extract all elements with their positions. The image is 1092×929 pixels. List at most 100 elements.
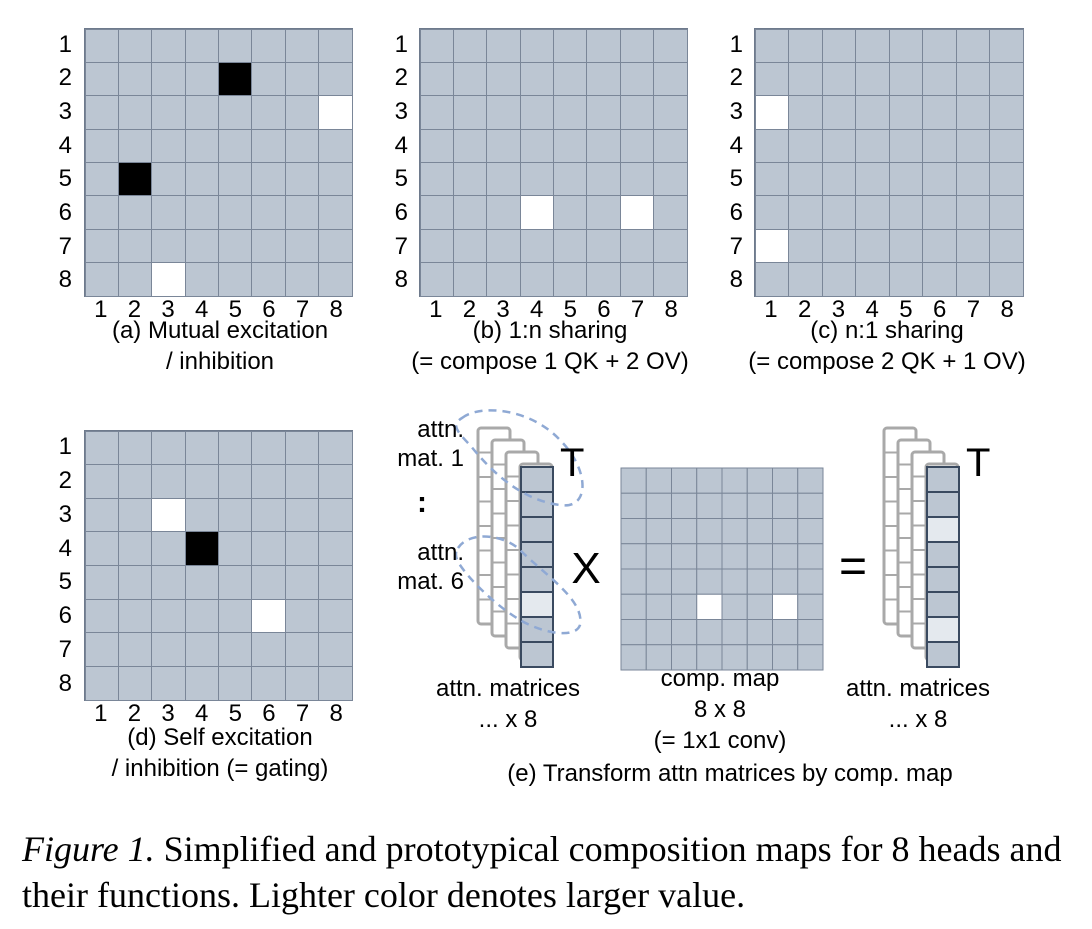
- row-label: 8: [58, 670, 72, 698]
- comp-map-cell: [620, 593, 647, 620]
- map-cell: [619, 95, 655, 130]
- col-label: 6: [262, 700, 276, 727]
- column-cell: [520, 641, 554, 668]
- col-label: 4: [195, 296, 209, 323]
- comp-map-cell: [620, 467, 647, 494]
- map-cell: [151, 598, 186, 634]
- comp-map-cell: [671, 467, 698, 494]
- map-cell: [922, 195, 957, 230]
- row-label: 4: [58, 534, 72, 562]
- map-cell: [151, 632, 186, 667]
- left-stack-caption-line2: ... x 8: [478, 706, 538, 733]
- map-cell: [84, 195, 119, 230]
- map-cell: [117, 228, 153, 264]
- map-cell: [653, 28, 688, 63]
- row-label: 7: [58, 232, 72, 260]
- comp-map-cell: [772, 543, 799, 570]
- comp-map-cell: [746, 492, 773, 519]
- comp-map-cell: [746, 467, 773, 494]
- map-cell: [151, 531, 186, 566]
- equals-symbol: =: [839, 540, 867, 593]
- map-cell: [318, 598, 353, 634]
- column-cell: [520, 516, 554, 543]
- map-cell: [955, 262, 990, 297]
- col-label: 5: [228, 700, 242, 727]
- caption-c-line1: (c) n:1 sharing: [810, 317, 964, 344]
- col-label: 8: [664, 296, 678, 323]
- map-cell: [151, 228, 186, 264]
- map-cell: [955, 195, 990, 230]
- column-cell: [926, 491, 960, 518]
- col-label: 1: [94, 296, 108, 323]
- map-cell: [284, 430, 320, 466]
- comp-map-cell: [721, 543, 748, 570]
- caption-b-line2: (= compose 1 QK + 2 OV): [411, 348, 689, 375]
- comp-map-cell: [721, 593, 748, 620]
- attn-mat-1-dashed-loop: [454, 409, 584, 507]
- map-cell: [486, 28, 521, 63]
- col-label: 4: [530, 296, 544, 323]
- map-cell: [318, 28, 353, 63]
- comp-map-cell: [645, 492, 672, 519]
- caption-a: (a) Mutual excitation / inhibition: [70, 315, 370, 377]
- comp-map-cell: [797, 593, 824, 620]
- comp-map-cell: [645, 568, 672, 595]
- map-cell: [184, 128, 219, 163]
- attn-mat-6-dashed-loop: [454, 535, 582, 635]
- column-cell: [926, 641, 960, 668]
- comp-map-cell: [645, 593, 672, 620]
- caption-d: (d) Self excitation / inhibition (= gati…: [70, 722, 370, 784]
- col-label: 5: [563, 296, 577, 323]
- comp-map-cell: [721, 467, 748, 494]
- map-cell: [84, 61, 119, 97]
- column-cell: [520, 566, 554, 593]
- caption-d-line1: (d) Self excitation: [127, 724, 313, 751]
- map-cell: [284, 28, 320, 63]
- map-cell: [452, 228, 488, 264]
- map-cell: [117, 28, 153, 63]
- map-cell: [452, 128, 488, 163]
- vertical-dots: :: [417, 486, 427, 519]
- map-cell: [922, 28, 957, 63]
- map-cell: [553, 228, 588, 264]
- row-label: 6: [394, 198, 408, 226]
- col-label: 2: [127, 700, 142, 727]
- comp-map-cell: [671, 568, 698, 595]
- comp-map-caption-line1: comp. map: [660, 665, 780, 692]
- map-cell: [318, 531, 353, 566]
- col-label: 7: [295, 296, 310, 323]
- comp-map-cell: [772, 518, 799, 545]
- attn-mat-1-label-line1: attn.: [417, 416, 464, 443]
- comp-map-cell: [746, 543, 773, 570]
- caption-e: (e) Transform attn matrices by comp. map: [507, 760, 953, 787]
- comp-map-cell: [772, 568, 799, 595]
- row-label: 3: [394, 98, 408, 126]
- col-label: 3: [161, 700, 175, 727]
- map-cell: [519, 162, 554, 197]
- transpose-symbol-right: T: [966, 441, 990, 485]
- row-label: 7: [394, 232, 408, 260]
- col-label: 5: [899, 296, 913, 323]
- map-cell: [989, 262, 1024, 297]
- map-cell: [151, 195, 186, 230]
- comp-map-cell: [620, 568, 647, 595]
- row-labels-c: 1 2 3 4 5 6 7 8: [721, 28, 745, 297]
- col-label: 6: [597, 296, 611, 323]
- map-cell: [452, 61, 488, 97]
- col-label: 6: [932, 296, 947, 323]
- comp-map-cell: [645, 518, 672, 545]
- row-label: 3: [58, 500, 72, 528]
- map-cell: [653, 95, 688, 130]
- row-label: 2: [58, 64, 72, 92]
- comp-map-cell: [620, 518, 647, 545]
- col-label: 1: [764, 296, 778, 323]
- map-cell: [151, 61, 186, 97]
- comp-map-cell: [721, 492, 748, 519]
- comp-map-cell: [772, 619, 799, 646]
- row-label: 2: [729, 64, 743, 92]
- map-cell: [251, 665, 286, 701]
- caption-c-line2: (= compose 2 QK + 1 OV): [748, 348, 1026, 375]
- row-label: 4: [58, 131, 72, 159]
- comp-map-cell: [696, 568, 723, 595]
